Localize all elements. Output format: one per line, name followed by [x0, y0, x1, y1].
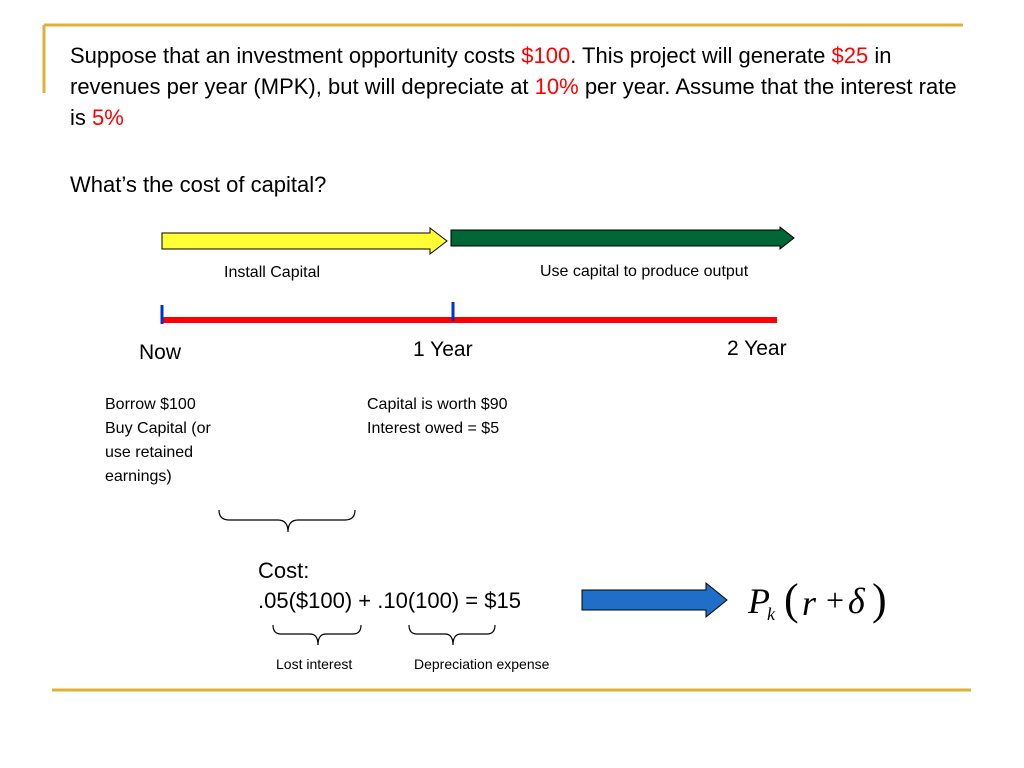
install-capital-arrow: [161, 226, 448, 256]
timeline-label-year2: 2 Year: [727, 337, 787, 360]
cost-label: Cost:: [258, 558, 310, 583]
timeline-label-now: Now: [139, 341, 182, 364]
intro-text-4: per year. Assume that the interest rate …: [70, 74, 957, 130]
cost-equation: .05($100) + .10(100) = $15: [258, 588, 521, 613]
formula-r: r: [802, 583, 817, 623]
use-capital-label: Use capital to produce output: [540, 263, 749, 280]
use-capital-arrow: [450, 225, 795, 251]
now-note-line: Buy Capital (or: [105, 420, 211, 437]
formula-plus: +: [826, 582, 845, 618]
question-text: What’s the cost of capital?: [70, 172, 327, 197]
brace-period-one: [218, 509, 356, 533]
depreciation-expense-label: Depreciation expense: [414, 656, 550, 672]
now-note-line: earnings): [105, 468, 172, 485]
intro-text-2: . This project will generate: [570, 43, 832, 68]
timeline-label-year1: 1 Year: [413, 338, 473, 361]
year1-note-line: Capital is worth $90: [367, 396, 508, 413]
cost-value: $100: [521, 43, 571, 68]
formula-close-paren: ): [872, 575, 887, 624]
now-note-line: Borrow $100: [105, 396, 196, 413]
now-notes: Borrow $100 Buy Capital (or use retained…: [105, 393, 211, 489]
formula-delta: δ: [848, 581, 865, 621]
formula-subscript-k: k: [767, 604, 775, 624]
now-note-line: use retained: [105, 444, 194, 461]
install-capital-label: Install Capital: [224, 264, 321, 281]
lost-interest-label: Lost interest: [276, 656, 353, 672]
intro-text-3: in revenues per year (MPK), but will dep…: [70, 43, 892, 99]
depreciation-value: 10%: [534, 74, 579, 99]
formula-open-paren: (: [784, 575, 799, 624]
intro-text-1: Suppose that an investment opportunity c…: [70, 43, 522, 68]
cost-of-capital-formula: P k ( r + δ ): [748, 574, 908, 630]
brace-depreciation: [408, 624, 496, 646]
cost-block: Cost: .05($100) + .10(100) = $15: [258, 556, 521, 616]
revenue-value: $25: [831, 43, 869, 68]
cost-result-arrow: [581, 581, 728, 619]
year1-notes: Capital is worth $90 Interest owed = $5: [367, 393, 508, 441]
year1-note-line: Interest owed = $5: [367, 420, 500, 437]
brace-lost-interest: [272, 624, 362, 646]
problem-statement: Suppose that an investment opportunity c…: [70, 40, 970, 133]
interest-value: 5%: [92, 105, 124, 130]
formula-p: P: [748, 581, 770, 621]
